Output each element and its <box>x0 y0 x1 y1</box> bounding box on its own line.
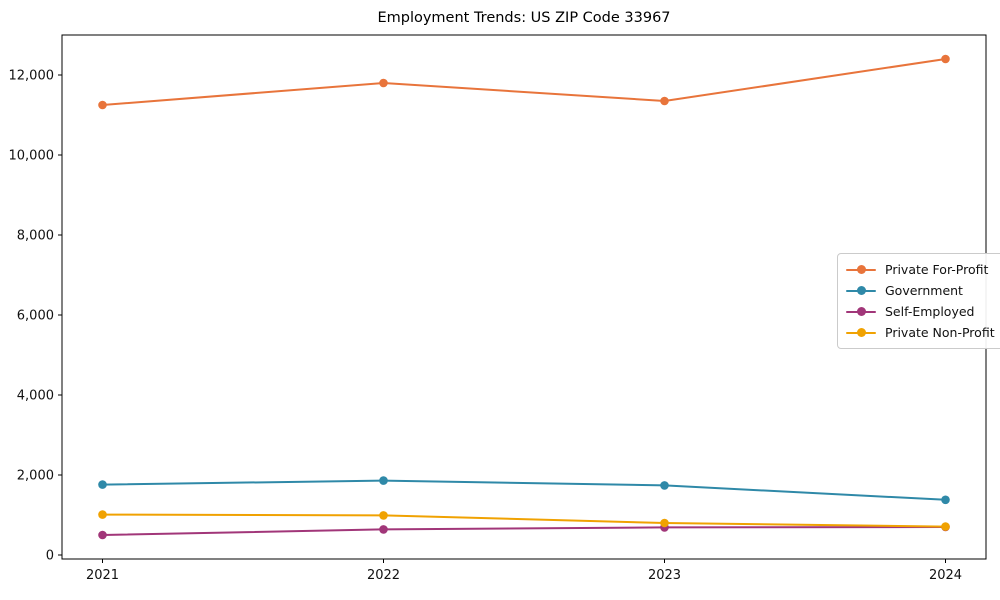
data-point <box>379 511 388 520</box>
data-point <box>98 530 107 540</box>
data-point <box>379 525 388 534</box>
y-tick-label: 0 <box>46 549 54 564</box>
data-point <box>660 96 669 106</box>
legend-marker-dot <box>856 328 866 337</box>
y-tick-label: 10,000 <box>9 149 55 164</box>
legend-label: Government <box>885 283 963 298</box>
data-point <box>660 518 669 528</box>
data-point <box>379 476 388 485</box>
y-tick-label: 6,000 <box>17 309 54 324</box>
legend-item: Private Non-Profit <box>846 322 995 343</box>
legend-item: Self-Employed <box>846 301 995 322</box>
x-tick-label: 2022 <box>367 568 400 583</box>
y-tick-label: 8,000 <box>17 229 54 244</box>
legend-marker <box>846 307 876 317</box>
series-line-1 <box>102 479 946 501</box>
data-point <box>941 54 950 64</box>
data-point <box>379 78 388 88</box>
y-tick-label: 4,000 <box>17 389 54 404</box>
data-point <box>98 480 107 489</box>
legend-label: Self-Employed <box>885 304 975 319</box>
legend: Private For-Profit Government Self-Employe… <box>837 253 1000 349</box>
chart-title: Employment Trends: US ZIP Code 33967 <box>377 10 671 26</box>
legend-marker <box>846 286 876 296</box>
legend-item: Government <box>846 280 995 301</box>
legend-label: Private Non-Profit <box>885 325 995 340</box>
legend-item: Private For-Profit <box>846 259 995 280</box>
legend-marker-dot <box>856 307 866 316</box>
x-tick-label: 2021 <box>86 568 119 583</box>
y-tick-label: 12,000 <box>9 69 55 84</box>
y-tick-label: 2,000 <box>17 469 54 484</box>
x-tick-label: 2024 <box>929 568 962 583</box>
series-line-3 <box>102 513 946 528</box>
x-tick-label: 2023 <box>648 568 681 583</box>
series-line-0 <box>102 58 946 106</box>
data-point <box>941 522 950 531</box>
legend-marker-dot <box>856 265 866 274</box>
series-line-2 <box>102 526 946 536</box>
legend-marker <box>846 265 876 275</box>
data-point <box>98 510 107 519</box>
data-point <box>98 100 107 110</box>
legend-label: Private For-Profit <box>885 262 989 277</box>
legend-marker-dot <box>856 286 866 295</box>
data-point <box>941 495 950 505</box>
legend-marker <box>846 328 876 338</box>
data-point <box>660 481 669 490</box>
